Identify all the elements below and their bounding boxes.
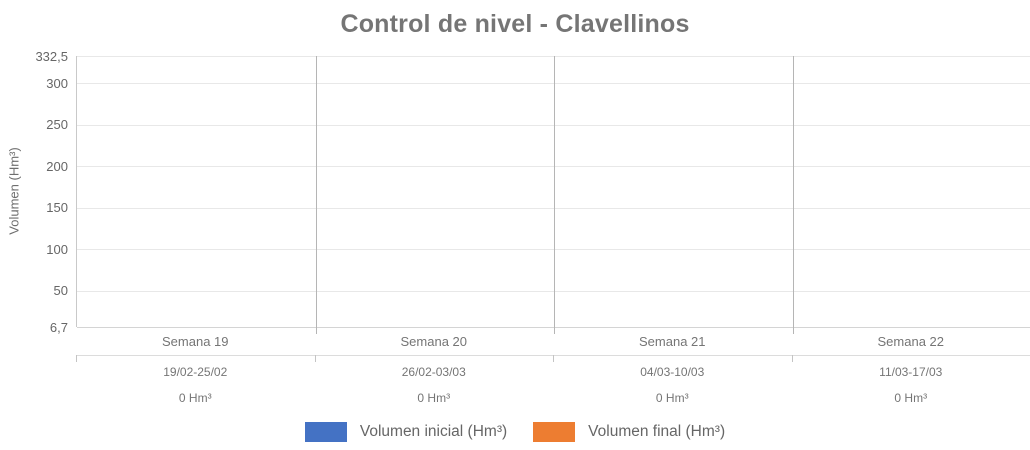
y-tick-label: 100 bbox=[46, 241, 68, 257]
volume-value-label: 0 Hm³ bbox=[655, 391, 689, 405]
chart-title: Control de nivel - Clavellinos bbox=[340, 10, 690, 38]
v-gridline bbox=[554, 56, 555, 334]
v-gridline bbox=[315, 56, 317, 334]
legend-item[interactable]: Volumen final (Hm³) bbox=[533, 422, 725, 442]
h-gridline bbox=[77, 290, 1030, 292]
plot-area bbox=[76, 56, 1030, 334]
x-axis-tick bbox=[76, 355, 77, 362]
legend-label: Volumen inicial (Hm³) bbox=[359, 423, 508, 440]
week-label: Semana 21 bbox=[639, 334, 706, 349]
chart-legend: Volumen inicial (Hm³) Volumen final (Hm³) bbox=[0, 419, 1030, 445]
y-tick-label: 50 bbox=[53, 283, 68, 299]
legend-swatch-icon bbox=[304, 422, 347, 442]
y-tick-label: 200 bbox=[46, 158, 68, 174]
v-gridline bbox=[792, 56, 794, 334]
week-label: Semana 20 bbox=[400, 334, 468, 349]
legend-label: Volumen final (Hm³) bbox=[588, 423, 726, 440]
legend-item[interactable]: Volumen inicial (Hm³) bbox=[304, 422, 508, 442]
y-tick-label: 6,7 bbox=[49, 319, 68, 335]
y-tick-label: 150 bbox=[46, 200, 68, 216]
h-gridline bbox=[77, 207, 1030, 209]
volume-value-label: 0 Hm³ bbox=[894, 391, 928, 405]
legend-swatch-icon bbox=[533, 422, 576, 442]
date-range-label: 26/02-03/03 bbox=[401, 364, 466, 379]
h-gridline bbox=[77, 56, 1030, 57]
volume-value-label: 0 Hm³ bbox=[178, 391, 212, 405]
x-axis-tick bbox=[553, 355, 554, 362]
date-range-label: 04/03-10/03 bbox=[640, 364, 705, 379]
y-tick-label: 332,5 bbox=[35, 48, 68, 64]
week-label: Semana 19 bbox=[162, 334, 229, 349]
h-gridline bbox=[77, 249, 1030, 251]
y-tick-label: 250 bbox=[46, 117, 68, 133]
week-label: Semana 22 bbox=[877, 334, 945, 349]
date-range-label: 19/02-25/02 bbox=[163, 364, 228, 379]
h-gridline bbox=[77, 166, 1030, 168]
y-axis-tick-labels: 332,5 300 250 200 150 100 50 6,7 bbox=[0, 0, 68, 450]
x-axis-tick bbox=[314, 355, 316, 362]
date-range-label: 11/03-17/03 bbox=[879, 364, 943, 379]
h-gridline bbox=[77, 124, 1030, 126]
x-axis-date-row: 19/02-25/02 26/02-03/03 04/03-10/03 11/03-1… bbox=[76, 358, 1030, 385]
h-gridline bbox=[77, 327, 1030, 328]
volume-value-label: 0 Hm³ bbox=[417, 391, 451, 405]
x-axis-volume-row: 0 Hm³ 0 Hm³ 0 Hm³ 0 Hm³ bbox=[76, 386, 1030, 410]
x-axis-tick bbox=[791, 355, 793, 362]
x-axis-week-row: Semana 19 Semana 20 Semana 21 Semana 22 bbox=[76, 328, 1030, 362]
h-gridline bbox=[77, 83, 1030, 85]
y-tick-label: 300 bbox=[46, 75, 68, 91]
